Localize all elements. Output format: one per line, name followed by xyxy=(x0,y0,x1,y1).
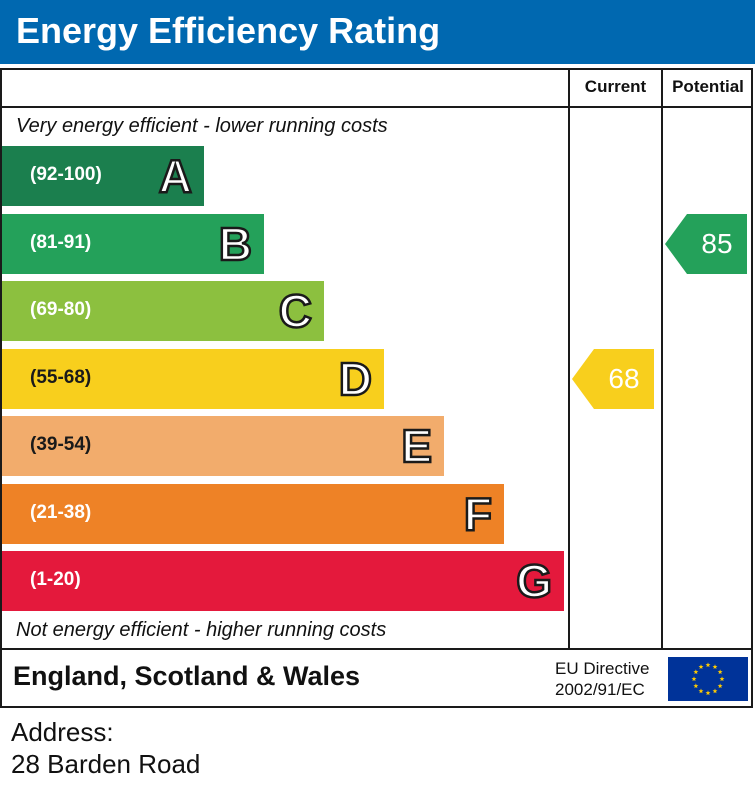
band-c: (69-80) C xyxy=(2,281,324,341)
eu-star-icon xyxy=(712,664,718,669)
band-g-range: (1-20) xyxy=(30,569,81,590)
band-e-letter: E xyxy=(400,419,433,474)
current-rating-arrow: 68 xyxy=(572,348,654,409)
band-c-letter: C xyxy=(278,284,314,339)
band-e-range: (39-54) xyxy=(30,434,92,455)
address-label: Address: xyxy=(11,717,114,747)
eu-directive-line1: EU Directive xyxy=(555,659,650,678)
eu-star-icon xyxy=(717,669,723,675)
band-d: (55-68) D xyxy=(2,348,384,409)
column-divider-potential xyxy=(661,68,663,650)
address-value: 28 Barden Road xyxy=(11,749,201,779)
current-rating-arrow-shape xyxy=(572,348,654,409)
band-g: (1-20) G xyxy=(2,551,564,611)
current-rating-value: 68 xyxy=(608,362,640,394)
header-row-divider xyxy=(0,106,753,108)
eu-star-icon xyxy=(691,676,697,682)
eu-star-icon xyxy=(712,688,718,694)
band-f-range: (21-38) xyxy=(30,501,92,523)
bottom-caption: Not energy efficient - higher running co… xyxy=(16,619,387,641)
current-column-header: Current xyxy=(584,77,647,96)
eu-directive-line2: 2002/91/EC xyxy=(555,680,645,699)
band-a-letter: A xyxy=(158,149,194,204)
potential-column-header: Potential xyxy=(672,77,744,96)
chart-title: Energy Efficiency Rating xyxy=(16,10,441,51)
chart-frame xyxy=(0,68,753,708)
eu-star-icon xyxy=(717,683,723,689)
footer-divider xyxy=(0,648,753,650)
band-b: (81-91) B xyxy=(2,213,264,274)
band-e: (39-54) E xyxy=(2,416,444,476)
column-divider-current xyxy=(568,68,570,650)
band-a-range: (92-100) xyxy=(30,164,102,185)
eu-star-icon xyxy=(719,676,725,682)
eu-star-icon xyxy=(693,669,699,675)
potential-rating-arrow-shape xyxy=(665,213,747,274)
band-f: (21-38) F xyxy=(2,483,504,544)
band-b-letter: B xyxy=(218,216,254,271)
top-caption: Very energy efficient - lower running co… xyxy=(16,115,388,137)
eu-star-icon xyxy=(698,664,704,669)
potential-rating-arrow: 85 xyxy=(665,213,747,274)
band-b-range: (81-91) xyxy=(30,231,92,253)
band-d-range: (55-68) xyxy=(30,366,92,388)
eu-star-icon xyxy=(705,690,711,696)
band-g-letter: G xyxy=(515,554,553,609)
footer-country: England, Scotland & Wales xyxy=(13,661,361,691)
potential-rating-value: 85 xyxy=(701,227,733,259)
band-a: (92-100) A xyxy=(2,146,204,206)
header-bar: Energy Efficiency Rating xyxy=(0,0,755,64)
eu-directive-text: EU Directive 2002/91/EC xyxy=(555,658,649,700)
eu-star-icon xyxy=(698,688,704,694)
eu-flag-icon xyxy=(668,657,748,701)
band-d-letter: D xyxy=(338,351,374,406)
band-c-range: (69-80) xyxy=(30,299,92,320)
eu-star-icon xyxy=(705,662,711,668)
eu-star-icon xyxy=(693,683,699,689)
band-f-letter: F xyxy=(463,486,494,541)
